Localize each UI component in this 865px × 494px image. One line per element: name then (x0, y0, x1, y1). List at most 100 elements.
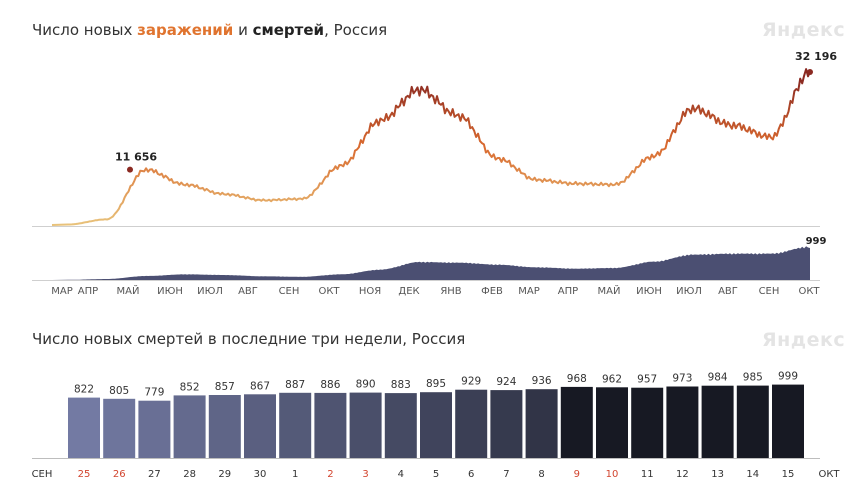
deaths-area (52, 246, 810, 280)
bar-value-label: 984 (708, 372, 728, 384)
day-label: 14 (746, 469, 759, 480)
bar-value-label: 999 (778, 371, 798, 383)
month-start-label: СЕН (32, 469, 53, 480)
x-tick-label: АПР (78, 286, 98, 297)
bar-value-label: 867 (250, 380, 270, 392)
cases-line (51, 68, 811, 226)
bar (138, 400, 171, 458)
chart1-title-prefix: Число новых (32, 21, 138, 39)
bar (525, 389, 558, 458)
bar (384, 393, 417, 458)
day-label: 1 (292, 469, 298, 480)
chart2-title: Число новых смертей в последние три неде… (32, 330, 466, 348)
last-cases-marker (807, 69, 813, 75)
bar (68, 397, 100, 458)
bar (596, 387, 628, 458)
chart1-title: Число новых заражений и смертей, Россия (32, 21, 387, 39)
day-label: 3 (362, 469, 368, 480)
last-deaths-label: 999 (806, 236, 827, 247)
bar-value-label: 929 (461, 376, 481, 388)
x-tick-label: ОКТ (318, 286, 340, 297)
bar-value-label: 957 (637, 374, 657, 386)
x-tick-label: МАР (518, 286, 540, 297)
day-label: 2 (327, 469, 333, 480)
day-label: 28 (183, 469, 196, 480)
day-label: 6 (468, 469, 474, 480)
bar (455, 389, 488, 458)
bar-value-label: 779 (144, 387, 164, 399)
day-label: 4 (398, 469, 404, 480)
bar-value-label: 883 (391, 379, 411, 391)
x-tick-label: ЯНВ (440, 286, 461, 297)
day-label: 15 (782, 469, 795, 480)
bar (560, 386, 593, 458)
bar (173, 395, 206, 458)
peak-label: 11 656 (115, 151, 157, 164)
bar-value-label: 890 (356, 379, 376, 391)
bar-value-label: 968 (567, 373, 587, 385)
bar-value-label: 852 (180, 381, 200, 393)
chart1-title-cases: заражений (137, 21, 234, 39)
peak-marker (127, 166, 133, 173)
bar-value-label: 985 (743, 372, 763, 384)
bar (772, 384, 804, 458)
x-tick-label: АПР (558, 286, 578, 297)
day-label: 26 (113, 469, 126, 480)
chart1-title-suffix: , Россия (324, 21, 388, 39)
x-tick-label: ОКТ (798, 286, 820, 297)
yandex-watermark-1: Яндекс (762, 19, 846, 41)
day-label: 10 (606, 469, 619, 480)
day-label: 11 (641, 469, 654, 480)
day-label: 13 (711, 469, 724, 480)
x-tick-label: СЕН (279, 286, 300, 297)
bar-value-label: 805 (109, 385, 129, 397)
day-label: 7 (503, 469, 509, 480)
x-tick-label: МАЙ (117, 284, 140, 297)
cases-deaths-chart: МАР АПР МАЙ ИЮН ИЮЛ АВГ СЕН ОКТ НОЯ ДЕК ЯНВ ФЕВ МАР А… (32, 50, 837, 297)
bar (736, 385, 769, 458)
day-label: 30 (254, 469, 267, 480)
bar (666, 386, 699, 458)
bar-value-label: 936 (532, 375, 552, 387)
x-tick-label: ДЕК (398, 286, 419, 297)
x-tick-label: АВГ (238, 286, 258, 297)
bar-value-label: 962 (602, 373, 622, 385)
bar (103, 398, 136, 458)
bar (631, 387, 664, 458)
chart1-title-deaths: смертей (252, 21, 325, 39)
x-tick-label: АВГ (718, 286, 738, 297)
x-tick-label: ИЮЛ (197, 286, 223, 297)
bar (490, 390, 523, 458)
bar-value-label: 895 (426, 378, 446, 390)
x-tick-label: ИЮН (157, 286, 183, 297)
x-tick-label: ИЮН (636, 286, 662, 297)
day-label: 12 (676, 469, 689, 480)
chart1-title-mid: и (233, 21, 253, 39)
bar (420, 392, 452, 458)
bar (208, 395, 241, 458)
yandex-watermark-2: Яндекс (762, 329, 846, 351)
x-tick-label: МАР (51, 286, 73, 297)
bar (279, 392, 312, 458)
day-label: 25 (78, 469, 91, 480)
x-tick-label: ИЮЛ (676, 286, 702, 297)
bar-value-label: 857 (215, 381, 235, 393)
bar (349, 392, 382, 458)
bar-value-label: 973 (672, 373, 692, 385)
x-tick-label: НОЯ (359, 286, 381, 297)
bar (244, 394, 276, 458)
day-label: 5 (433, 469, 439, 480)
day-label: 27 (148, 469, 161, 480)
day-label: 9 (574, 469, 580, 480)
x-tick-label: СЕН (759, 286, 780, 297)
last-cases-label: 32 196 (795, 50, 837, 63)
month-end-label: ОКТ (818, 469, 840, 480)
bar (314, 392, 347, 458)
bar-value-label: 924 (496, 376, 516, 388)
x-tick-label: ФЕВ (481, 286, 503, 297)
day-label: 8 (538, 469, 544, 480)
bar-value-label: 822 (74, 384, 94, 396)
x-tick-label: МАЙ (598, 284, 621, 297)
bar-value-label: 887 (285, 379, 305, 391)
